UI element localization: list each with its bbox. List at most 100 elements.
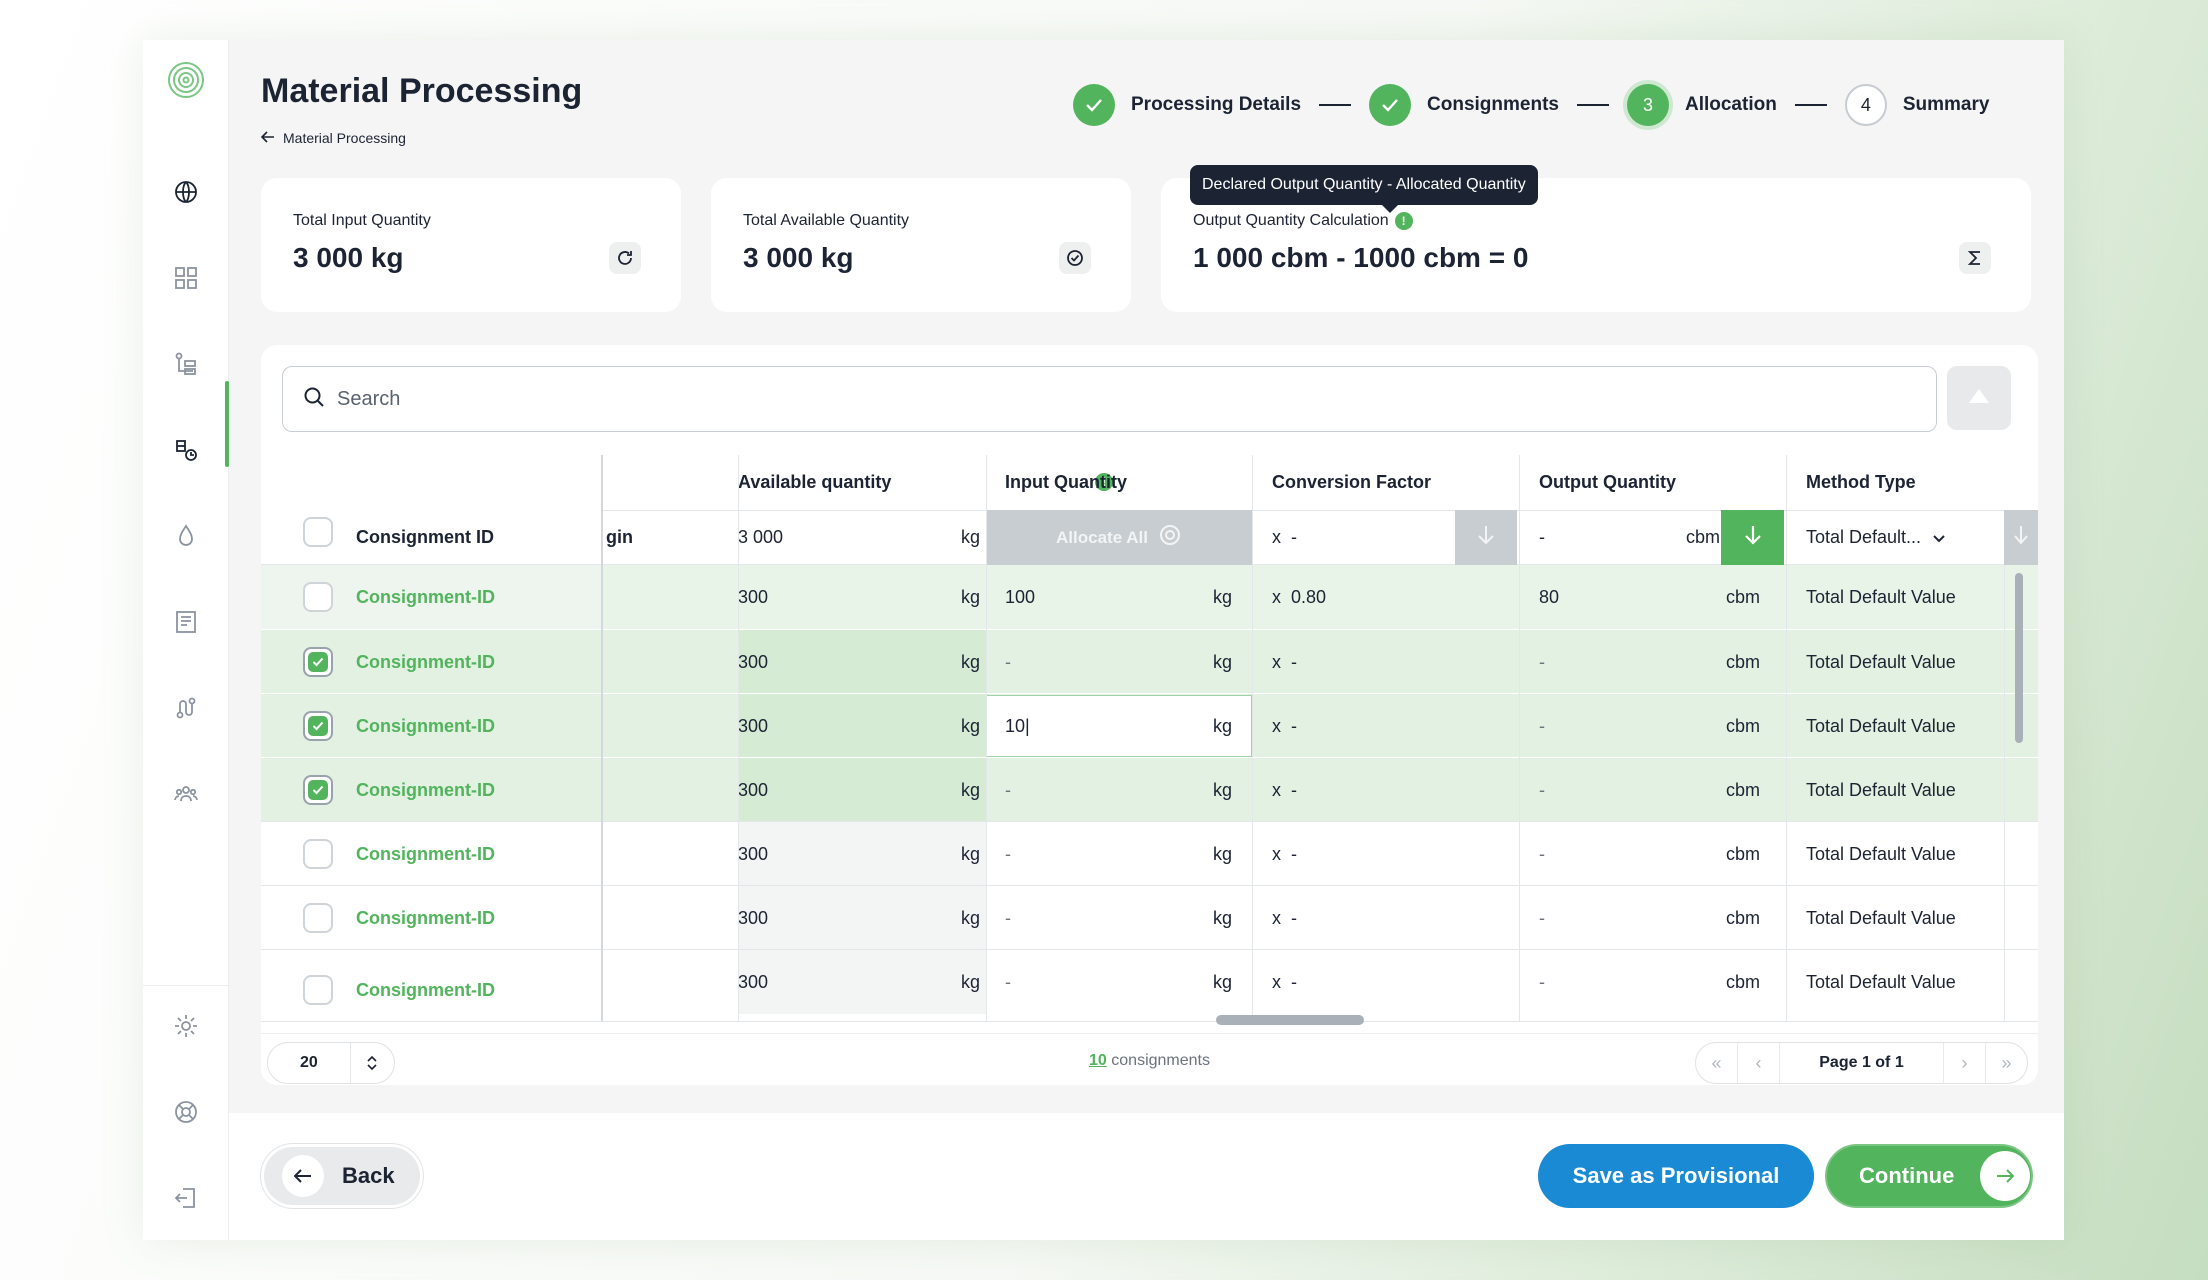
output-unit: cbm: [1726, 651, 1761, 672]
check-circle-icon: [1059, 242, 1091, 274]
col-method-type[interactable]: Method Type: [1806, 455, 1916, 510]
consignment-id[interactable]: Consignment-ID: [356, 715, 495, 736]
map-icon[interactable]: [172, 178, 200, 206]
row-checkbox-cell[interactable]: [303, 758, 333, 822]
last-page-button[interactable]: »: [1985, 1043, 2027, 1083]
search-input[interactable]: [337, 387, 1837, 411]
col-input-quantity[interactable]: Input Quantity: [1005, 455, 1127, 510]
workflow-icon[interactable]: [172, 350, 200, 378]
conversion-cell: x 0.80: [1272, 565, 1326, 629]
sigma-icon[interactable]: [1959, 242, 1991, 274]
team-icon[interactable]: [172, 780, 200, 808]
output-unit: cbm: [1726, 971, 1761, 992]
table-row[interactable]: Consignment-ID 300 kg - kg x- - cbm Tota…: [261, 949, 2038, 1014]
row-checkbox-cell[interactable]: [303, 565, 333, 629]
col-output-quantity[interactable]: Output Quantity: [1539, 455, 1676, 510]
step-processing-details[interactable]: Processing Details: [1073, 84, 1301, 126]
table-row[interactable]: Consignment-ID 300 kg 10| kg x- - cbm To…: [261, 693, 2038, 758]
page-size-select[interactable]: 20: [267, 1042, 395, 1084]
dashboard-icon[interactable]: [172, 264, 200, 292]
apply-output-button[interactable]: [1721, 510, 1784, 565]
active-nav-indicator: [225, 381, 229, 467]
input-value[interactable]: 10|: [1005, 715, 1030, 736]
input-unit: kg: [1213, 651, 1233, 672]
back-button[interactable]: Back: [261, 1144, 423, 1208]
info-icon[interactable]: !: [1394, 212, 1413, 230]
breadcrumb[interactable]: Material Processing: [260, 130, 406, 146]
output-value: 80: [1539, 586, 1560, 607]
step-consignments[interactable]: Consignments: [1369, 84, 1559, 126]
apply-conversion-button[interactable]: [1455, 510, 1517, 565]
row-checkbox[interactable]: [303, 647, 333, 677]
conversion-cell: x-: [1272, 950, 1297, 1014]
output-filter-value[interactable]: -: [1539, 527, 1545, 547]
table-row[interactable]: Consignment-ID 300 kg - kg x- - cbm Tota…: [261, 821, 2038, 886]
allocate-all-button[interactable]: Allocate All: [986, 510, 1252, 565]
table-row[interactable]: Consignment-ID 300 kg - kg x- - cbm Tota…: [261, 757, 2038, 822]
first-page-button[interactable]: «: [1696, 1043, 1738, 1083]
row-checkbox-cell[interactable]: [303, 958, 333, 1022]
row-checkbox-cell[interactable]: [303, 822, 333, 886]
row-checkbox[interactable]: [303, 711, 333, 741]
col-consignment-id[interactable]: Consignment ID: [356, 510, 494, 565]
next-page-button[interactable]: ›: [1943, 1043, 1985, 1083]
continue-button[interactable]: Continue: [1825, 1144, 2033, 1208]
table-row[interactable]: Consignment-ID 300 kg - kg x- - cbm Tota…: [261, 885, 2038, 950]
collapse-button[interactable]: [1947, 366, 2011, 430]
consignment-id[interactable]: Consignment-ID: [356, 779, 495, 800]
route-icon[interactable]: [172, 694, 200, 722]
row-checkbox[interactable]: [303, 775, 333, 805]
vertical-scrollbar[interactable]: [2015, 573, 2023, 743]
report-icon[interactable]: [172, 608, 200, 636]
prev-page-button[interactable]: ‹: [1738, 1043, 1780, 1083]
table-row[interactable]: Consignment-ID 300 kg - kg x- - cbm Tota…: [261, 629, 2038, 694]
consignment-id[interactable]: Consignment-ID: [356, 907, 495, 928]
info-icon[interactable]: !: [1095, 473, 1113, 491]
col-available-quantity[interactable]: Available quantity: [738, 455, 891, 510]
settings-icon[interactable]: [172, 1012, 200, 1040]
conversion-filter[interactable]: x -: [1272, 510, 1297, 565]
table-row[interactable]: Consignment-ID 300 kg 100 kg x 0.80 80 cb…: [261, 565, 2038, 629]
step-allocation[interactable]: 3 Allocation: [1626, 84, 1777, 126]
step-summary[interactable]: 4 Summary: [1844, 84, 1989, 126]
multiply-sign: x: [1272, 971, 1281, 992]
row-checkbox[interactable]: [303, 582, 333, 612]
apply-method-button[interactable]: [2004, 510, 2038, 565]
logo-icon[interactable]: [166, 60, 206, 100]
row-checkbox[interactable]: [303, 903, 333, 933]
input-value[interactable]: 100: [1005, 586, 1036, 607]
row-checkbox-cell[interactable]: [303, 694, 333, 758]
input-quantity-field[interactable]: [986, 695, 1252, 757]
processing-icon[interactable]: [172, 436, 200, 464]
logout-icon[interactable]: [172, 1184, 200, 1212]
row-checkbox-cell[interactable]: [303, 886, 333, 950]
search-box[interactable]: [282, 366, 1937, 432]
consignment-id[interactable]: Consignment-ID: [356, 843, 495, 864]
select-all-checkbox[interactable]: [303, 517, 333, 547]
input-value[interactable]: -: [1005, 907, 1011, 928]
consignment-id[interactable]: Consignment-ID: [356, 651, 495, 672]
input-value[interactable]: -: [1005, 779, 1011, 800]
row-checkbox-cell[interactable]: [303, 630, 333, 694]
support-icon[interactable]: [172, 1098, 200, 1126]
consignment-id[interactable]: Consignment-ID: [356, 979, 495, 1000]
col-origin[interactable]: gin: [606, 510, 633, 565]
drop-icon[interactable]: [172, 522, 200, 550]
row-checkbox[interactable]: [303, 839, 333, 869]
available-total: 3 000: [738, 527, 784, 547]
input-value[interactable]: -: [1005, 971, 1011, 992]
breadcrumb-link[interactable]: Material Processing: [283, 130, 406, 146]
input-value[interactable]: -: [1005, 651, 1011, 672]
horizontal-scrollbar[interactable]: [1216, 1015, 1364, 1025]
arrow-down-icon: [1744, 524, 1762, 551]
output-unit: cbm: [1726, 843, 1761, 864]
row-checkbox[interactable]: [303, 975, 333, 1005]
col-conversion-factor[interactable]: Conversion Factor: [1272, 455, 1431, 510]
save-provisional-button[interactable]: Save as Provisional: [1538, 1144, 1814, 1208]
input-value[interactable]: -: [1005, 843, 1011, 864]
column-divider: [1786, 455, 1787, 1022]
available-cell-bg: [738, 758, 986, 822]
column-label: Available quantity: [738, 472, 892, 492]
method-type-select[interactable]: Total Default...: [1806, 510, 1945, 565]
consignment-id[interactable]: Consignment-ID: [356, 586, 495, 607]
